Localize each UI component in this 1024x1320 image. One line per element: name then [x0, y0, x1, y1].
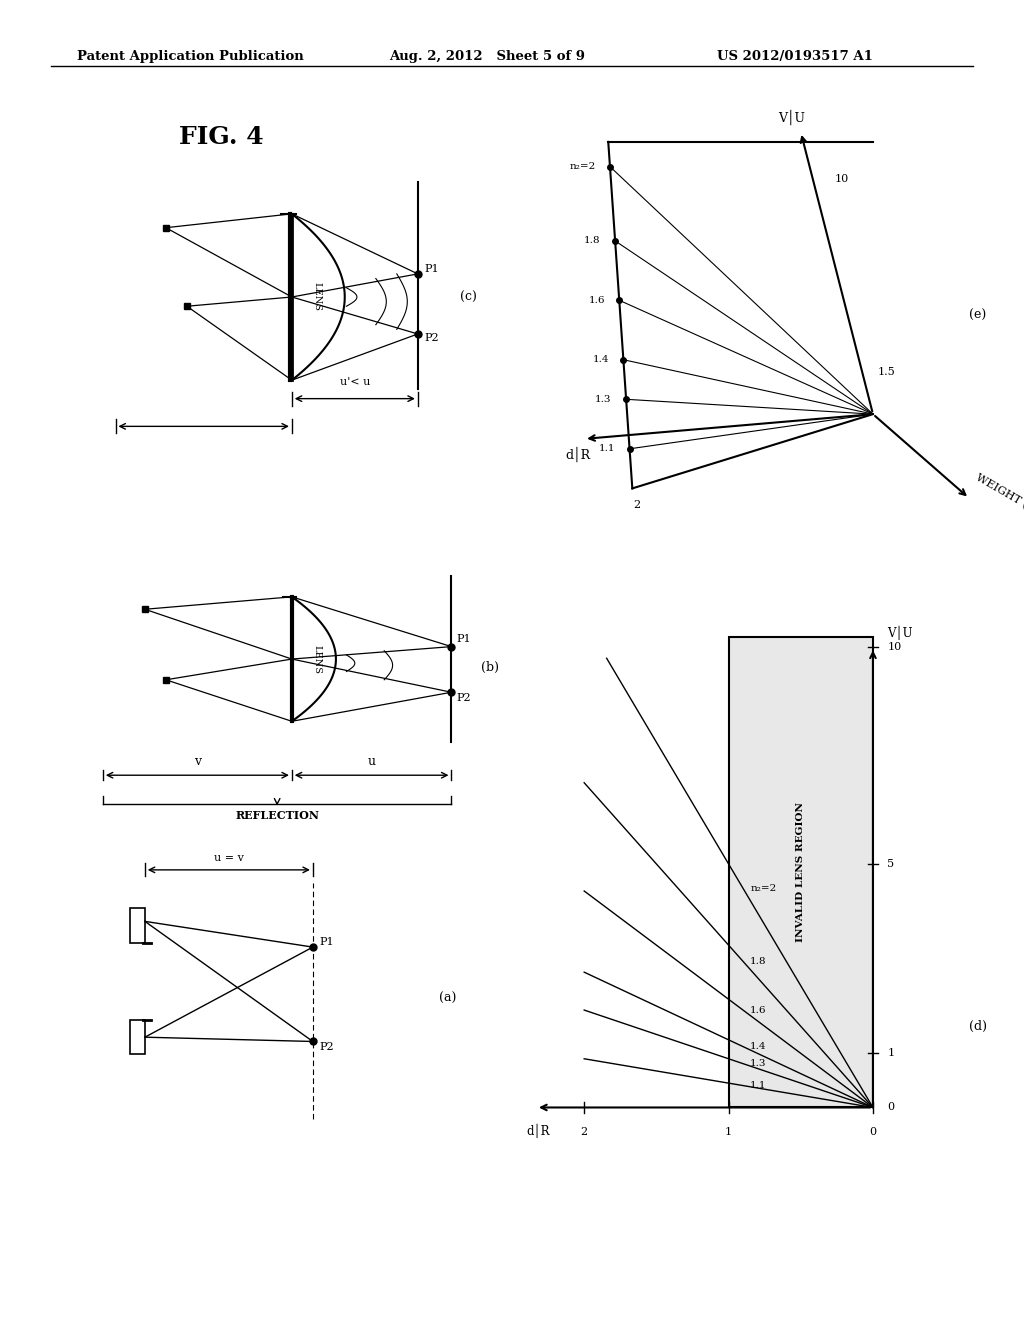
Text: (e): (e) [969, 309, 986, 322]
Text: 1.4: 1.4 [593, 355, 609, 364]
Text: 1.3: 1.3 [595, 395, 611, 404]
Text: (b): (b) [481, 661, 499, 673]
Text: d│R: d│R [565, 446, 590, 462]
Text: V│U: V│U [888, 626, 913, 640]
Text: d│R: d│R [526, 1123, 550, 1138]
Bar [130, 1020, 145, 1055]
Text: Patent Application Publication: Patent Application Publication [77, 50, 303, 63]
Text: 5: 5 [888, 859, 895, 869]
Text: 10: 10 [835, 173, 849, 183]
Text: 1.5: 1.5 [878, 367, 896, 376]
Bar [729, 636, 872, 1107]
Text: 0: 0 [888, 1102, 895, 1113]
Text: 1.1: 1.1 [751, 1081, 767, 1090]
Text: u'< u: u'< u [340, 376, 370, 387]
Text: 1.6: 1.6 [589, 296, 605, 305]
Text: 1.1: 1.1 [599, 445, 615, 453]
Text: v: v [194, 755, 201, 768]
Text: P1: P1 [457, 635, 471, 644]
Text: 0: 0 [869, 1126, 877, 1137]
Text: V│U: V│U [777, 110, 805, 125]
Text: INVALID LENS REGION: INVALID LENS REGION [797, 803, 805, 942]
Text: u = v: u = v [214, 853, 244, 863]
Text: 1: 1 [725, 1126, 732, 1137]
Text: LENS: LENS [312, 282, 322, 312]
Text: (d): (d) [969, 1020, 987, 1032]
Text: 1.4: 1.4 [751, 1041, 767, 1051]
Text: P2: P2 [319, 1041, 334, 1052]
Text: 1.8: 1.8 [751, 957, 767, 966]
Bar [130, 908, 145, 942]
Text: n₂=2: n₂=2 [751, 884, 776, 892]
Text: Aug. 2, 2012   Sheet 5 of 9: Aug. 2, 2012 Sheet 5 of 9 [389, 50, 585, 63]
Text: (c): (c) [460, 290, 476, 304]
Text: 2: 2 [634, 500, 641, 511]
Text: n₂=2: n₂=2 [569, 162, 596, 172]
Text: LENS: LENS [312, 644, 322, 673]
Text: 1.8: 1.8 [585, 236, 601, 246]
Text: REFLECTION: REFLECTION [236, 809, 319, 821]
Text: 1.6: 1.6 [751, 1006, 767, 1015]
Text: WEIGHT (g): WEIGHT (g) [974, 471, 1024, 515]
Text: 10: 10 [888, 643, 902, 652]
Text: P1: P1 [319, 937, 334, 946]
Text: 2: 2 [581, 1126, 588, 1137]
Text: 1.3: 1.3 [751, 1059, 767, 1068]
Text: US 2012/0193517 A1: US 2012/0193517 A1 [717, 50, 872, 63]
Text: 1: 1 [888, 1048, 895, 1059]
Text: u: u [368, 755, 376, 768]
Text: P2: P2 [424, 333, 438, 343]
Text: FIG. 4: FIG. 4 [179, 125, 264, 149]
Text: P1: P1 [424, 264, 438, 273]
Text: (a): (a) [439, 993, 456, 1005]
Text: P2: P2 [457, 693, 471, 702]
